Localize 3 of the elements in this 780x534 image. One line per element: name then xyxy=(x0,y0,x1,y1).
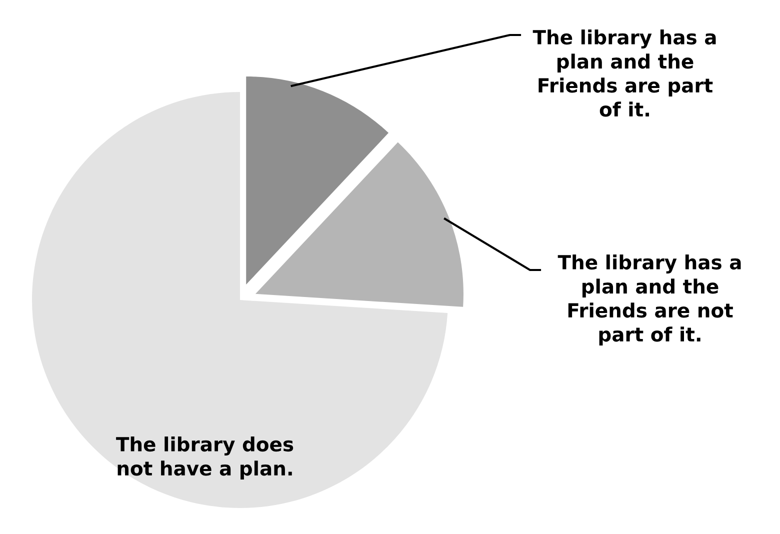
slice-label: The library has a plan and the Friends are not part of it. xyxy=(558,254,741,346)
slice-label: The library has a plan and the Friends are part of it. xyxy=(532,30,716,117)
slice-label: The library does not have a plan. xyxy=(116,436,294,480)
